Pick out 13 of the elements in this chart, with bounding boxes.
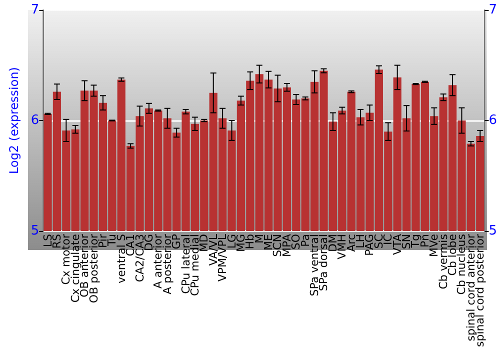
y-tick-label: 5 — [30, 224, 40, 239]
y-tick-label: 7 — [30, 2, 40, 18]
x-tick-label: Tg — [409, 234, 422, 249]
x-tick-label: spinal cord posterior — [474, 234, 487, 348]
x-tick-label: MVe — [428, 234, 441, 257]
x-tick-label: RS — [50, 234, 64, 249]
y2-tick-label: 7 — [488, 2, 498, 18]
x-tick-label: Pa — [298, 234, 312, 247]
y2-tick-label: 5 — [488, 224, 498, 239]
y-axis-title: Log2 (expression) — [7, 67, 21, 174]
y2-tick-label: 6 — [488, 113, 498, 128]
x-tick-label: OB posterior — [87, 234, 100, 304]
y-tick-label: 6 — [30, 113, 40, 128]
